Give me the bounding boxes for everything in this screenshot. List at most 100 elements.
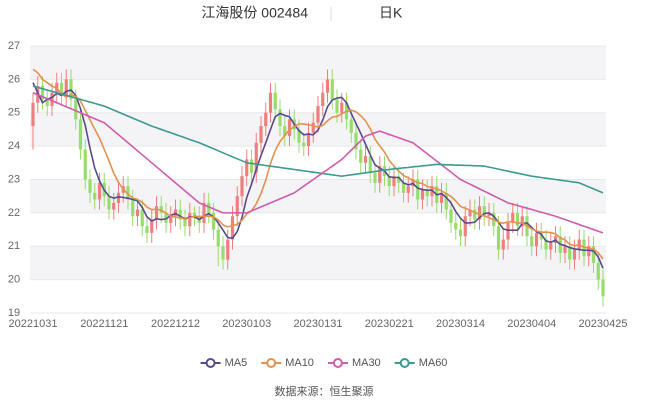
candle-body: [311, 122, 315, 133]
y-tick-label: 22: [8, 207, 20, 219]
candle-body: [59, 82, 64, 97]
candle-body: [439, 192, 444, 203]
candle-body: [211, 212, 216, 230]
candle-body: [482, 206, 486, 217]
candle-body: [230, 216, 235, 240]
candle-body: [140, 209, 144, 227]
legend-marker: [266, 358, 277, 368]
candle-body: [45, 99, 49, 107]
candle-body: [587, 246, 591, 257]
candle-body: [368, 156, 372, 173]
candle-body: [264, 112, 268, 127]
candle-body: [78, 119, 83, 150]
legend-label: MA60: [419, 357, 448, 369]
candle-body: [506, 222, 510, 240]
x-tick-label: 20230221: [365, 318, 414, 330]
x-tick-label: 20230314: [436, 318, 485, 330]
candle-body: [511, 212, 515, 223]
candle-body: [397, 176, 401, 183]
candle-body: [192, 212, 197, 217]
candle-body: [463, 216, 467, 237]
candle-body: [135, 209, 140, 217]
candle-body: [183, 219, 187, 227]
candle-body: [287, 119, 292, 137]
candle-body: [116, 192, 121, 203]
legend-marker: [205, 358, 216, 368]
candle-body: [444, 192, 448, 210]
candle-body: [458, 229, 463, 237]
candle-body: [387, 176, 391, 187]
candle-body: [406, 186, 410, 193]
grid-band: [30, 46, 606, 80]
candle-body: [572, 249, 577, 260]
candle-body: [416, 179, 420, 200]
candle-body: [534, 232, 539, 247]
candle-body: [254, 142, 258, 173]
candle-body: [126, 186, 130, 200]
candle-body: [97, 182, 102, 200]
candle-body: [154, 206, 159, 220]
candle-body: [378, 166, 382, 183]
candle-body: [107, 196, 111, 210]
candle-body: [401, 182, 406, 193]
candle-body: [164, 212, 168, 223]
candle-body: [373, 172, 377, 183]
candle-body: [515, 212, 520, 227]
candle-body: [306, 132, 311, 147]
legend-label: MA5: [225, 357, 248, 369]
candle-body: [131, 199, 135, 217]
y-tick-label: 24: [8, 140, 20, 152]
candle-body: [520, 216, 524, 227]
candle-body: [202, 202, 206, 223]
candle-body: [283, 126, 287, 137]
candle-body: [150, 219, 154, 233]
grid-band: [30, 179, 606, 213]
candle-body: [468, 209, 472, 217]
candle-body: [335, 99, 339, 113]
candle-body: [278, 109, 282, 127]
candle-body: [64, 79, 68, 97]
y-tick-label: 19: [8, 307, 20, 319]
legend-item: MA30: [327, 357, 381, 369]
y-tick-label: 23: [8, 173, 20, 185]
ma-line: [32, 82, 604, 269]
candle-body: [245, 159, 249, 177]
x-tick-label: 20230103: [222, 318, 271, 330]
candle-body: [354, 132, 358, 150]
candle-body: [40, 86, 45, 100]
grid-bands: [30, 46, 606, 280]
candle-body: [349, 119, 353, 133]
x-tick-label: 20230404: [507, 318, 556, 330]
candle-body: [302, 142, 306, 147]
legend-label: MA30: [352, 357, 381, 369]
candle-body: [50, 92, 54, 107]
candle-body: [249, 159, 254, 173]
candle-body: [112, 202, 116, 210]
legend-marker: [399, 358, 410, 368]
ma-line: [32, 68, 604, 260]
legend: MA5 MA10 MA30 MA60: [200, 357, 448, 369]
candle-body: [454, 222, 458, 230]
candle-body: [568, 246, 572, 260]
source-note: 数据来源：恒生聚源: [275, 384, 374, 398]
candle-body: [591, 246, 596, 263]
legend-label: MA10: [285, 357, 314, 369]
candle-body: [539, 232, 543, 240]
y-tick-label: 21: [8, 240, 20, 252]
legend-item: MA60: [394, 357, 448, 369]
candle-body: [145, 226, 149, 233]
candle-body: [297, 129, 301, 143]
y-tick-label: 25: [8, 107, 20, 119]
legend-item: MA5: [200, 357, 248, 369]
candle-body: [273, 92, 277, 110]
candle-body: [93, 192, 97, 200]
candle-body: [363, 156, 368, 163]
candle-body: [221, 246, 225, 260]
candle-body: [240, 176, 244, 197]
legend-item: MA10: [261, 357, 314, 369]
candle-body: [178, 209, 182, 220]
candle-body: [216, 229, 220, 247]
x-tick-label: 20230425: [579, 318, 628, 330]
y-tick-label: 27: [8, 40, 20, 52]
